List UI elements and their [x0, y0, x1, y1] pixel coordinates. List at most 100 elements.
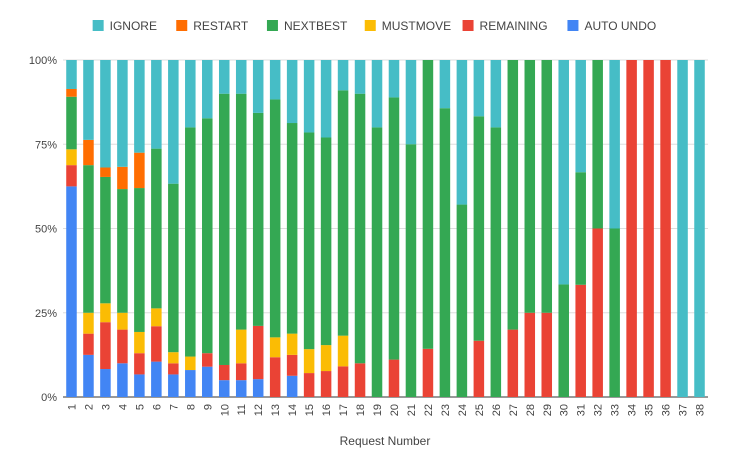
bar-nextbest: [185, 127, 196, 357]
bar-remaining: [134, 353, 145, 375]
bar-nextbest: [151, 148, 162, 309]
bar-ignore: [100, 60, 111, 168]
bar-mustmove: [151, 308, 162, 327]
bar-remaining: [660, 60, 671, 397]
y-axis-ticks: 0% 25% 50% 75% 100%: [29, 55, 57, 404]
legend-swatch: [92, 20, 104, 31]
bar-ignore: [303, 60, 315, 133]
bar-nextbest: [422, 60, 434, 349]
legend-swatch: [462, 20, 474, 31]
bar-nextbest: [269, 99, 281, 338]
bar-remaining: [202, 353, 213, 367]
x-tick-label: 18: [355, 404, 367, 416]
bar-remaining: [320, 371, 332, 397]
bar-mustmove: [235, 329, 247, 364]
bar-nextbest: [134, 188, 145, 332]
bar-nextbest: [320, 137, 332, 346]
bar-remaining: [252, 325, 264, 380]
bar-ignore: [218, 60, 230, 94]
bar-remaining: [151, 326, 162, 362]
bar-auto-undo: [235, 380, 247, 397]
bar-ignore: [405, 60, 417, 145]
x-tick-label: 17: [338, 404, 350, 416]
bar-ignore: [83, 60, 94, 140]
bar-ignore: [609, 60, 620, 229]
bar-remaining: [575, 284, 586, 397]
legend-item: MUSTMOVE: [364, 19, 451, 33]
bar-ignore: [185, 60, 196, 128]
x-tick-label: 10: [219, 404, 231, 416]
legend-label: AUTO UNDO: [584, 19, 656, 33]
legend-item: RESTART: [176, 19, 249, 33]
bar-auto-undo: [151, 361, 162, 397]
bar-nextbest: [490, 127, 502, 398]
x-tick-label: 9: [202, 404, 214, 410]
bar-nextbest: [456, 204, 468, 397]
bar-remaining: [168, 363, 179, 375]
x-tick-label: 19: [372, 404, 384, 416]
x-tick-label: 31: [576, 404, 588, 416]
bar-nextbest: [354, 93, 366, 364]
bar-auto-undo: [252, 379, 264, 397]
bar-mustmove: [303, 349, 315, 374]
bar-remaining: [235, 363, 247, 381]
bar-nextbest: [524, 60, 536, 313]
bar-nextbest: [388, 97, 400, 360]
bar-nextbest: [575, 172, 586, 285]
y-tick-label: 50%: [35, 224, 57, 236]
legend-swatch: [567, 20, 579, 31]
x-tick-label: 38: [695, 404, 707, 416]
x-tick-label: 12: [253, 404, 265, 416]
bar-ignore: [490, 60, 502, 128]
legend-item: REMAINING: [462, 19, 548, 33]
x-tick-label: 22: [423, 404, 435, 416]
bar-auto-undo: [100, 369, 111, 397]
x-tick-label: 35: [644, 404, 656, 416]
legend-label: REMAINING: [480, 19, 548, 33]
bar-ignore: [134, 60, 145, 153]
bar-restart: [83, 139, 94, 166]
bar-ignore: [677, 60, 688, 397]
bar-remaining: [473, 340, 485, 397]
x-tick-label: 6: [151, 404, 163, 410]
bar-mustmove: [83, 312, 94, 334]
bar-nextbest: [439, 108, 451, 397]
bar-remaining: [337, 366, 349, 397]
bar-mustmove: [286, 333, 298, 355]
bar-remaining: [66, 165, 77, 187]
x-tick-label: 11: [236, 404, 248, 415]
bar-remaining: [303, 373, 315, 397]
bar-remaining: [507, 329, 519, 397]
bar-ignore: [286, 60, 298, 124]
bar-remaining: [626, 60, 637, 397]
bar-auto-undo: [117, 363, 128, 397]
bar-ignore: [388, 60, 400, 98]
bar-auto-undo: [83, 354, 94, 397]
x-tick-label: 29: [542, 404, 554, 416]
bar-mustmove: [320, 345, 332, 372]
bar-nextbest: [541, 60, 553, 313]
bar-nextbest: [609, 228, 620, 397]
bar-ignore: [66, 60, 77, 89]
bar-remaining: [286, 354, 298, 376]
bar-mustmove: [168, 352, 179, 364]
bar-nextbest: [286, 123, 298, 334]
x-tick-label: 14: [287, 404, 299, 416]
bar-nextbest: [100, 176, 111, 304]
y-tick-label: 0%: [41, 392, 57, 404]
bar-ignore: [337, 60, 349, 91]
bar-auto-undo: [202, 366, 213, 397]
x-tick-label: 13: [270, 404, 282, 416]
x-tick-label: 27: [508, 404, 520, 416]
x-tick-label: 30: [559, 404, 571, 416]
x-tick-label: 36: [661, 404, 673, 416]
x-axis-ticks: 1 2 3 4 5 6 7 8 9 10 11 12 13 14 15 16 17 18 19 20 21 22 23 24 2…: [66, 404, 706, 416]
bar-auto-undo: [134, 374, 145, 397]
y-tick-label: 75%: [35, 139, 57, 151]
x-tick-label: 16: [321, 404, 333, 416]
bar-remaining: [524, 312, 536, 397]
bar-nextbest: [303, 132, 315, 350]
bar-nextbest: [405, 144, 417, 397]
bar-restart: [117, 166, 128, 190]
